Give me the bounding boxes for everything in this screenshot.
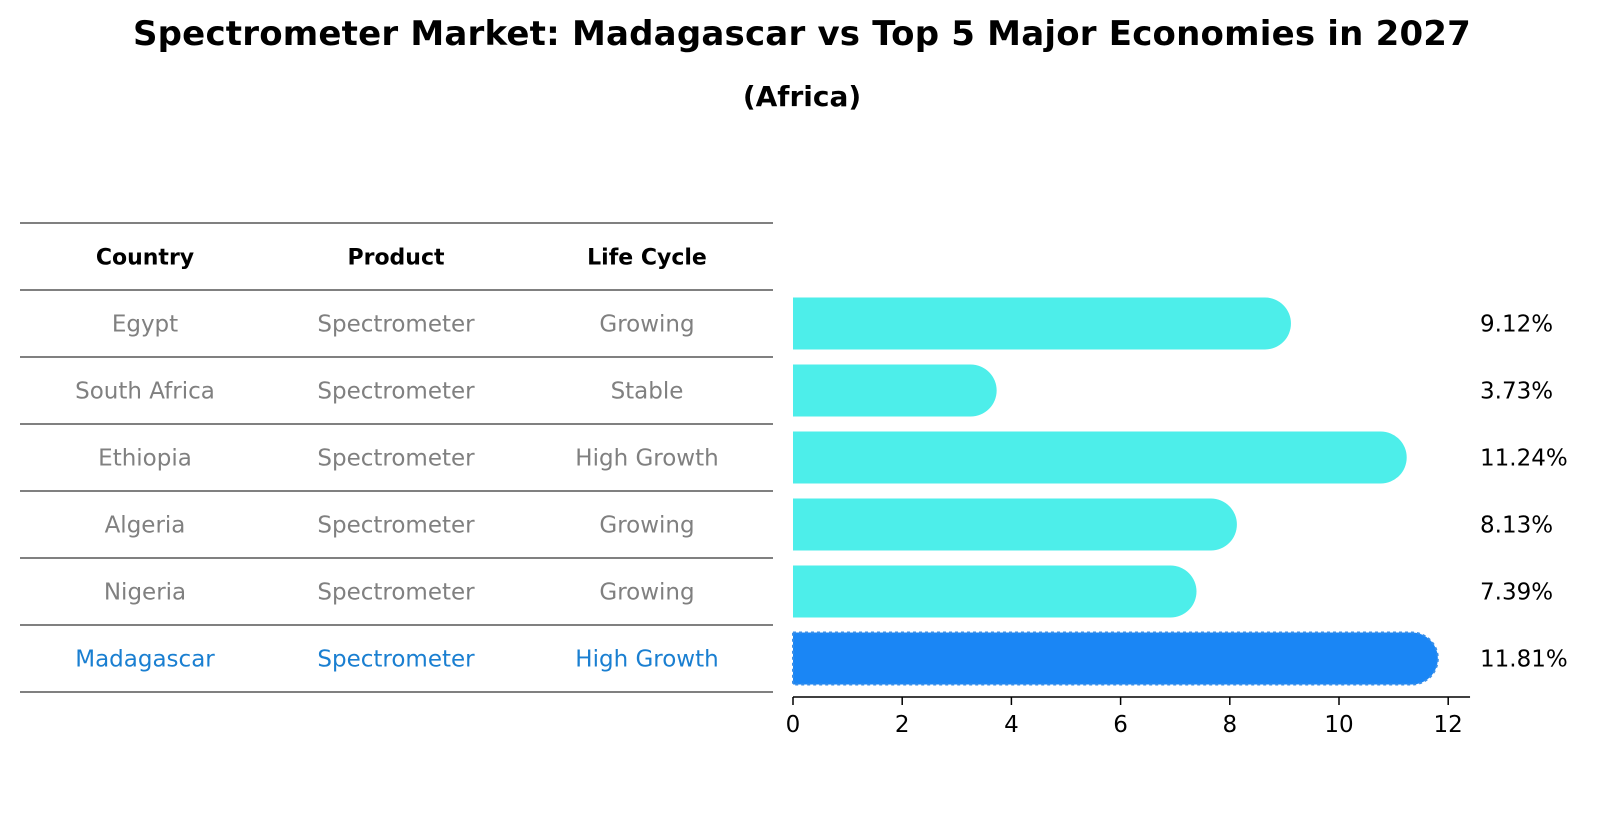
bar <box>793 498 1237 551</box>
bar-value-label: 9.12% <box>1480 312 1553 338</box>
bar-value-label: 3.73% <box>1480 379 1553 405</box>
bar <box>793 364 997 417</box>
table-cell: High Growth <box>575 647 718 673</box>
table-header-cell: Life Cycle <box>587 246 707 271</box>
chart-title: Spectrometer Market: Madagascar vs Top 5… <box>132 14 1472 54</box>
table-cell: Egypt <box>112 312 178 338</box>
table-cell: Growing <box>599 513 694 539</box>
x-tick-label: 8 <box>1222 712 1237 738</box>
bar <box>793 431 1407 484</box>
table-cell: Ethiopia <box>98 446 192 472</box>
table-cell: Spectrometer <box>317 379 475 405</box>
bar-value-label: 11.81% <box>1480 647 1568 673</box>
bar-value-label: 11.24% <box>1480 446 1568 472</box>
table-cell: High Growth <box>575 446 718 472</box>
table-cell: Madagascar <box>75 647 215 673</box>
bar-value-label: 7.39% <box>1480 580 1553 606</box>
x-tick-label: 10 <box>1324 712 1353 738</box>
x-tick-label: 0 <box>786 712 801 738</box>
chart-subtitle: (Africa) <box>742 80 862 113</box>
table-header-cell: Product <box>347 246 445 271</box>
table-cell: Spectrometer <box>317 647 475 673</box>
bar <box>793 565 1197 618</box>
table-cell: Growing <box>599 580 694 606</box>
x-tick-label: 6 <box>1113 712 1128 738</box>
bar-value-label: 8.13% <box>1480 513 1553 539</box>
table-cell: Nigeria <box>104 580 186 606</box>
x-tick-label: 12 <box>1434 712 1463 738</box>
bar <box>792 631 1439 686</box>
bar <box>793 297 1291 350</box>
x-tick-label: 4 <box>1004 712 1019 738</box>
table-header-cell: Country <box>96 246 194 271</box>
x-tick-label: 2 <box>895 712 910 738</box>
table-cell: Spectrometer <box>317 446 475 472</box>
table-cell: Algeria <box>105 513 186 539</box>
table-cell: South Africa <box>75 379 215 405</box>
table-cell: Spectrometer <box>317 513 475 539</box>
table-cell: Spectrometer <box>317 580 475 606</box>
table-cell: Spectrometer <box>317 312 475 338</box>
table-cell: Stable <box>611 379 684 405</box>
table-cell: Growing <box>599 312 694 338</box>
